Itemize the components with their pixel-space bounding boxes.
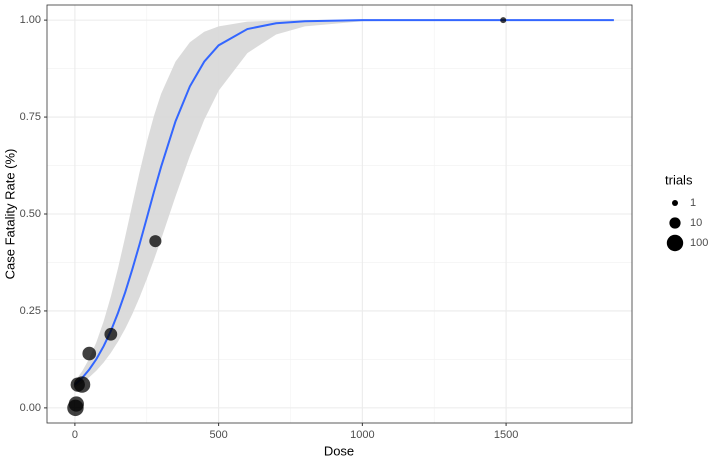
data-point [500,17,507,24]
legend-key [669,217,681,229]
x-tick-label: 1500 [494,429,518,441]
legend-label: 10 [690,217,702,229]
x-axis-title: Dose [324,443,354,458]
x-tick-label: 500 [209,429,227,441]
y-tick-label: 0.75 [20,111,41,123]
y-tick-label: 0.50 [20,208,41,220]
y-tick-label: 0.00 [20,402,41,414]
y-tick-label: 0.25 [20,305,41,317]
y-axis-title: Case Fatality Rate (%) [2,149,17,280]
data-point [73,376,91,393]
x-tick-label: 0 [72,429,78,441]
legend-label: 100 [690,237,708,249]
legend-key [672,200,678,206]
legend-key [666,234,684,252]
panel-border [46,4,633,424]
legend-title: trials [665,172,693,187]
data-point [82,346,97,361]
data-point [149,235,162,248]
legend-label: 1 [690,197,696,209]
data-point [104,327,118,341]
x-tick-label: 1000 [350,429,374,441]
confidence-band [74,20,614,388]
data-point [68,396,84,412]
fit-line [74,19,614,386]
y-tick-label: 1.00 [20,14,41,26]
